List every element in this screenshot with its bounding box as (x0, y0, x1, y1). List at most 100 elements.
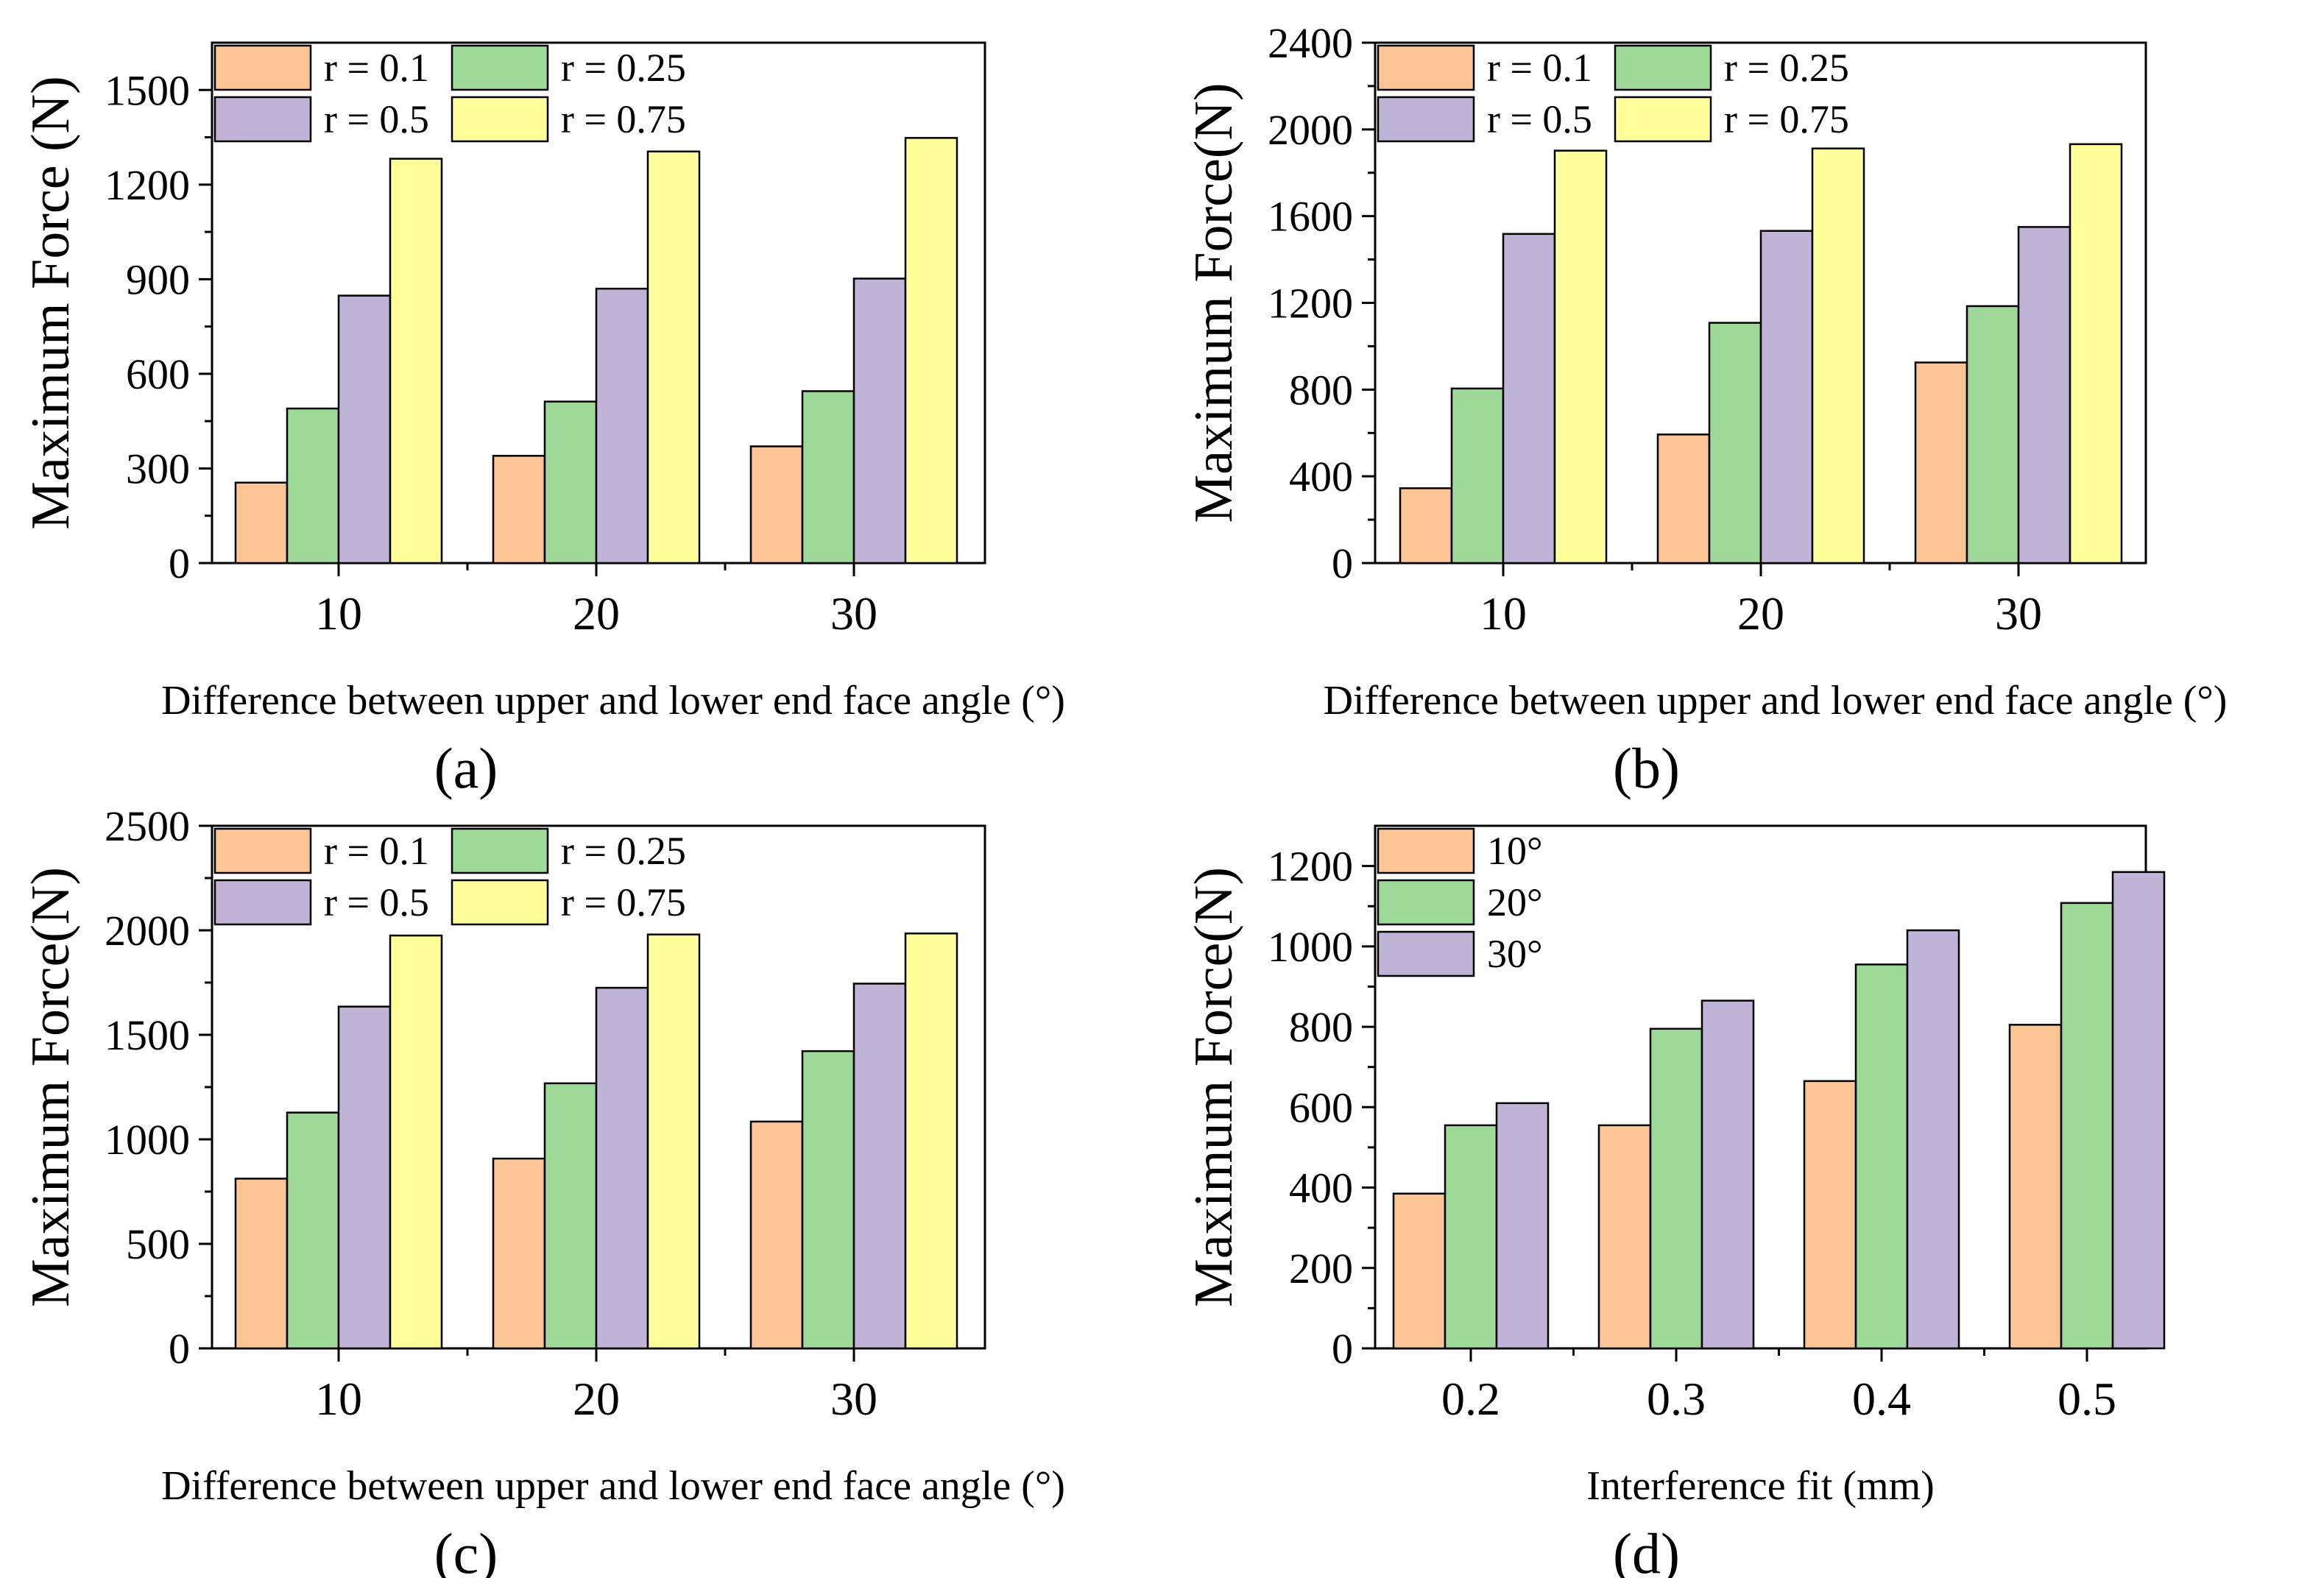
bar-r0.75-30 (904, 137, 958, 565)
bar-30-0.2 (1495, 1102, 1550, 1350)
x-tick-label: 30 (1995, 587, 2042, 640)
legend-swatch (1614, 96, 1712, 143)
bar-30-0.3 (1700, 999, 1755, 1350)
bar-r0.1-20 (492, 455, 546, 565)
x-tick-label: 30 (830, 587, 877, 640)
legend-item: r = 0.1 (213, 44, 429, 91)
y-tick-label: 400 (1289, 453, 1353, 500)
legend-swatch (1377, 44, 1475, 91)
legend-swatch (213, 879, 312, 926)
y-axis-label: Maximum Force (N) (21, 76, 81, 530)
x-tick-label: 30 (830, 1373, 877, 1425)
bar-r0.5-30 (852, 983, 907, 1350)
y-tick-label: 600 (126, 350, 190, 398)
legend-label: r = 0.5 (1487, 97, 1592, 141)
legend-swatch (1377, 879, 1475, 926)
legend-swatch (451, 44, 549, 91)
y-tick-label: 1500 (105, 66, 190, 114)
x-tick-label: 0.4 (1852, 1373, 1911, 1425)
legend-label: r = 0.1 (1487, 46, 1592, 90)
legend-swatch (1377, 96, 1475, 143)
bar-30-0.5 (2111, 871, 2166, 1350)
bar-r0.25-10 (1450, 387, 1505, 565)
panel-label: (a) (434, 736, 498, 800)
legend-item: r = 0.75 (1614, 96, 1849, 143)
legend-item: r = 0.25 (451, 44, 686, 91)
x-tick-label: 10 (1480, 587, 1527, 640)
legend-item: 20° (1377, 879, 1543, 926)
x-tick-label: 0.3 (1647, 1373, 1706, 1425)
legend-swatch (213, 44, 312, 91)
bar-10-0.4 (1803, 1080, 1857, 1350)
y-tick-label: 2400 (1268, 19, 1353, 67)
y-axis-label: Maximum Force(N) (1184, 867, 1244, 1307)
legend-item: r = 0.25 (1614, 44, 1849, 91)
bar-r0.75-30 (2069, 143, 2123, 565)
y-tick-label: 0 (169, 539, 190, 587)
bar-r0.5-10 (1502, 233, 1556, 565)
y-tick-label: 300 (126, 445, 190, 492)
y-axis-label: Maximum Force(N) (21, 867, 81, 1307)
legend: r = 0.1 r = 0.25 r = 0.5 r = 0.75 (213, 827, 686, 926)
legend-label: r = 0.25 (561, 46, 686, 90)
y-tick-label: 800 (1289, 366, 1353, 414)
bar-r0.25-20 (543, 400, 598, 565)
legend-label: r = 0.75 (561, 97, 686, 141)
x-tick-label: 10 (315, 587, 362, 640)
bar-r0.1-20 (492, 1157, 546, 1350)
legend-label: r = 0.75 (561, 880, 686, 924)
bar-r0.25-20 (543, 1082, 598, 1350)
bar-30-0.4 (1906, 929, 1960, 1350)
legend-label: 30° (1487, 932, 1543, 976)
y-tick-label: 1200 (1268, 843, 1353, 891)
chart-panel-d: 0 200 400 600 800 1000 1200 0.2 0.3 0.4 0.5 10° 20° 3… (1184, 824, 2166, 1578)
bar-r0.75-20 (646, 150, 701, 565)
bar-r0.1-10 (1399, 487, 1453, 565)
y-tick-label: 1200 (1268, 280, 1353, 328)
legend-item: r = 0.75 (451, 96, 686, 143)
legend-label: r = 0.5 (324, 880, 429, 924)
bar-r0.25-20 (1708, 322, 1762, 565)
y-tick-label: 1000 (1268, 923, 1353, 971)
bar-10-0.3 (1597, 1124, 1652, 1350)
bar-r0.1-30 (749, 445, 804, 565)
bar-r0.25-30 (801, 1050, 855, 1350)
chart-panel-c: 0 500 1000 1500 2000 2500 10 20 30 r = 0.1 r = 0.2… (21, 802, 1065, 1578)
x-tick-label: 20 (1737, 587, 1784, 640)
bar-r0.75-20 (646, 933, 701, 1350)
legend-item: r = 0.5 (1377, 96, 1592, 143)
bar-r0.1-20 (1656, 434, 1711, 565)
bar-20-0.4 (1854, 963, 1909, 1350)
legend: 10° 20° 30° (1377, 827, 1543, 977)
bar-r0.25-10 (286, 1111, 340, 1350)
x-tick-label: 0.2 (1441, 1373, 1500, 1425)
x-axis-label: Difference between upper and lower end f… (161, 1463, 1065, 1509)
bar-r0.5-30 (2017, 226, 2072, 565)
bar-r0.1-30 (1914, 361, 1968, 565)
y-axis-label: Maximum Force(N) (1184, 82, 1244, 523)
legend-item: r = 0.1 (213, 827, 429, 874)
bar-r0.5-20 (595, 287, 649, 565)
bar-r0.25-30 (801, 390, 855, 565)
bar-r0.75-10 (389, 934, 443, 1350)
legend-swatch (451, 96, 549, 143)
legend-label: r = 0.1 (324, 829, 429, 873)
bar-20-0.5 (2060, 902, 2114, 1350)
bar-r0.75-20 (1811, 147, 1865, 565)
legend-swatch (213, 827, 312, 874)
y-tick-label: 400 (1289, 1164, 1353, 1212)
y-tick-label: 600 (1289, 1083, 1353, 1131)
bar-r0.5-30 (852, 277, 907, 565)
legend-swatch (213, 96, 312, 143)
legend-item: 30° (1377, 930, 1543, 977)
bar-r0.25-10 (286, 407, 340, 565)
bar-10-0.5 (2008, 1024, 2063, 1350)
panel-label: (d) (1613, 1521, 1680, 1578)
y-tick-label: 0 (1332, 539, 1353, 587)
legend-item: 10° (1377, 827, 1543, 874)
x-tick-label: 20 (573, 587, 620, 640)
panel-label: (c) (434, 1521, 498, 1578)
y-tick-label: 1600 (1268, 193, 1353, 241)
panel-label: (b) (1613, 736, 1680, 800)
